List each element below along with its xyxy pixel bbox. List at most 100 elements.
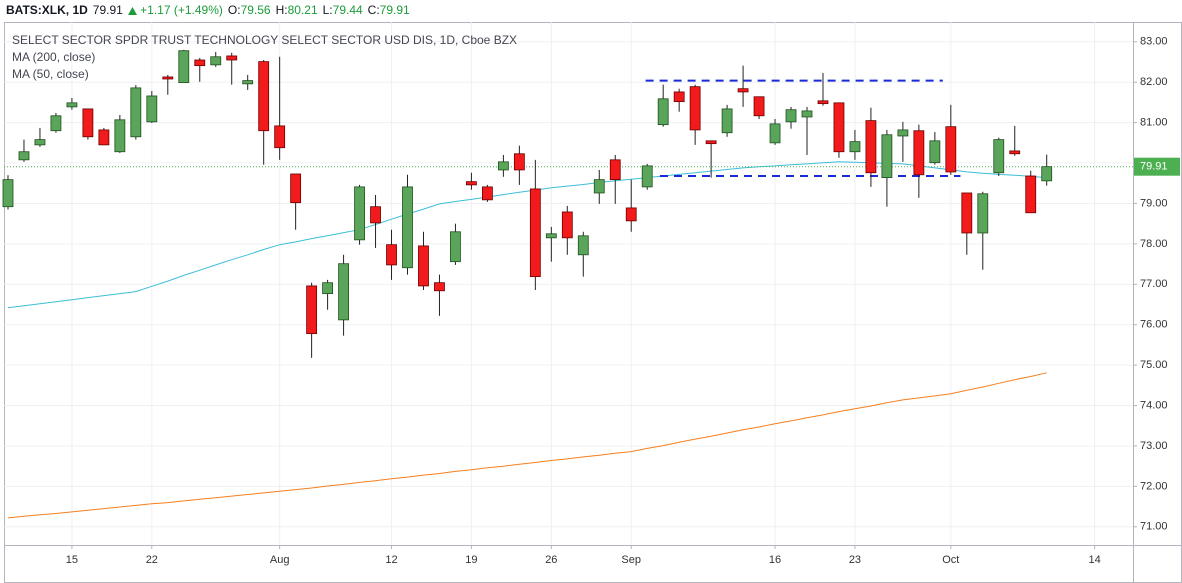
candle-body xyxy=(434,282,445,292)
y-tick-label: 72.00 xyxy=(1140,480,1168,492)
candle-body xyxy=(274,125,286,149)
plot xyxy=(2,49,1133,519)
x-tick-label: 15 xyxy=(66,554,78,566)
candle-body xyxy=(513,153,525,171)
candle-body xyxy=(1009,150,1021,155)
candle-body xyxy=(402,186,413,269)
candle-body xyxy=(466,181,477,186)
candle-body xyxy=(1041,166,1053,182)
change-text: +1.17 (+1.49%) xyxy=(140,3,223,17)
ohlc-close: C:79.91 xyxy=(368,3,410,17)
x-tick-label: 26 xyxy=(545,554,557,566)
candle-body xyxy=(194,59,206,67)
candle-body xyxy=(1025,175,1037,214)
candle-body xyxy=(338,263,349,321)
label: L: xyxy=(322,3,333,17)
y-tick-label: 82.00 xyxy=(1140,76,1168,88)
candle-body xyxy=(753,96,765,117)
candle-body xyxy=(290,173,302,204)
y-tick-label: 83.00 xyxy=(1140,36,1168,48)
candle-body xyxy=(322,282,333,295)
y-tick-label: 76.00 xyxy=(1140,319,1168,331)
moving-average-line xyxy=(7,161,1047,309)
y-tick-label: 71.00 xyxy=(1140,521,1168,533)
x-tick-label: 23 xyxy=(849,554,861,566)
value: 79.56 xyxy=(240,3,271,17)
candle-body xyxy=(98,129,110,146)
candle-body xyxy=(833,102,845,153)
candle-body xyxy=(769,123,781,144)
candle-body xyxy=(561,211,573,239)
candle-body xyxy=(226,55,238,61)
candle-body xyxy=(2,179,14,208)
ohlc-open: O:79.56 xyxy=(228,3,271,17)
candle-body xyxy=(993,139,1005,174)
value: 79.91 xyxy=(379,3,410,17)
up-arrow xyxy=(127,6,137,15)
label: H: xyxy=(275,3,288,17)
candle-body xyxy=(370,206,381,224)
value: 79.44 xyxy=(332,3,363,17)
candle-body xyxy=(418,245,429,287)
grid xyxy=(4,22,1133,545)
ohlc-low: L:79.44 xyxy=(323,3,363,17)
legend-entry: MA (50, close) xyxy=(12,67,89,81)
chart-title: SELECT SECTOR SPDR TRUST TECHNOLOGY SELE… xyxy=(12,33,517,47)
candle-body xyxy=(897,129,909,137)
candle-body xyxy=(945,126,957,173)
candle-body xyxy=(961,192,973,234)
symbol: BATS:XLK, 1D xyxy=(6,3,88,17)
candle-body xyxy=(881,134,893,179)
candle-body xyxy=(865,120,877,174)
candle-body xyxy=(354,186,365,241)
candle-body xyxy=(657,98,669,126)
y-tick-label: 73.00 xyxy=(1140,440,1168,452)
y-tick-label: 74.00 xyxy=(1140,399,1168,411)
candle-body xyxy=(482,186,493,201)
candle-body xyxy=(497,161,509,171)
candle-body xyxy=(178,50,190,84)
candle-body xyxy=(593,179,605,194)
x-tick-label: 12 xyxy=(385,554,397,566)
y-tick-label: 81.00 xyxy=(1140,117,1168,129)
x-tick-label: Sep xyxy=(621,554,641,566)
y-tick-label: 78.00 xyxy=(1140,238,1168,250)
last-price: 79.91 xyxy=(92,3,123,17)
candle-body xyxy=(18,151,30,161)
legend-entry: MA (200, close) xyxy=(12,50,95,64)
x-tick-label: 14 xyxy=(1089,554,1101,566)
candle-body xyxy=(130,87,142,138)
candle-body xyxy=(689,86,701,131)
label: O: xyxy=(227,3,241,17)
last-price-badge xyxy=(1134,157,1180,176)
candle-body xyxy=(146,95,158,123)
candle-body xyxy=(50,115,62,132)
candle-body xyxy=(913,130,925,176)
candle-body xyxy=(785,109,797,123)
ohlc-high: H:80.21 xyxy=(276,3,318,17)
candle-body xyxy=(82,108,94,138)
frame xyxy=(4,22,1182,583)
x-tick-label: 16 xyxy=(769,554,781,566)
x-tick-label: 22 xyxy=(146,554,158,566)
label: C: xyxy=(367,3,380,17)
candle-body xyxy=(242,80,254,85)
y-tick-label: 79.00 xyxy=(1140,197,1168,209)
y-tick-label: 75.00 xyxy=(1140,359,1168,371)
candle-body xyxy=(450,231,461,263)
candle-body xyxy=(34,139,46,146)
candle-body xyxy=(114,119,126,153)
candle-body xyxy=(529,188,541,278)
x-tick-label: Oct xyxy=(942,554,959,566)
candle-body xyxy=(625,207,637,222)
x-tick-label: Aug xyxy=(270,554,290,566)
moving-average-line xyxy=(7,372,1047,519)
candle-body xyxy=(210,56,222,66)
candle-body xyxy=(817,100,829,105)
y-tick-label: 77.00 xyxy=(1140,278,1168,290)
header: BATS:XLK, 1D 79.91 +1.17 (+1.49%) O:79.5… xyxy=(6,3,410,17)
candle-body xyxy=(977,193,989,234)
candle-body xyxy=(673,91,685,103)
